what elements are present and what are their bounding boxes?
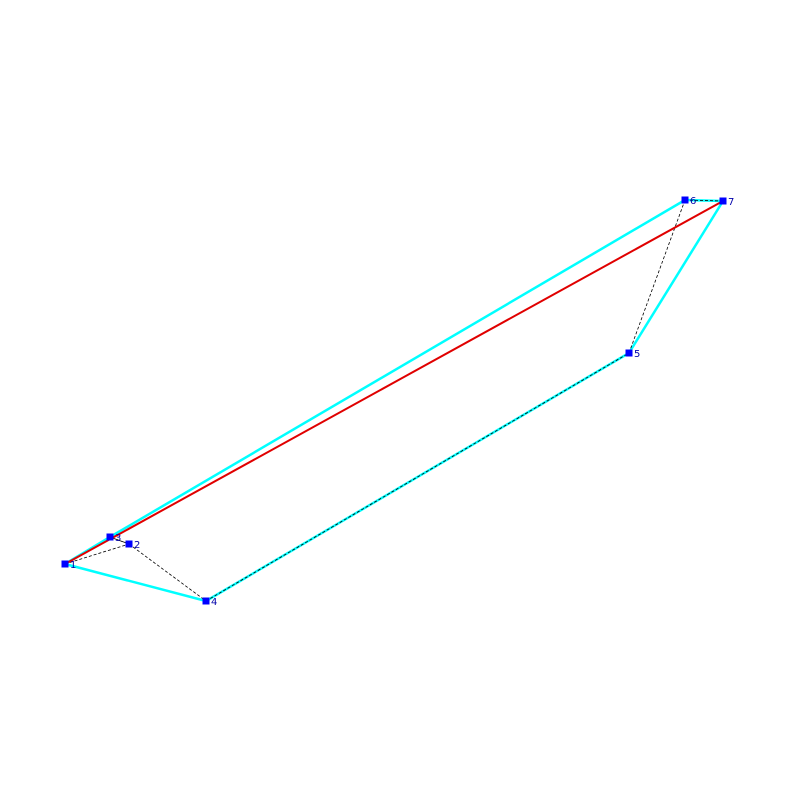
vertex-7 [719,197,727,205]
polygon-edges [64,199,724,602]
vertex-label-7: 7 [728,197,734,208]
vertex-labels: 1 2 3 4 5 6 7 [70,196,734,608]
vertex-1 [61,560,69,568]
diameter-edge [64,200,724,565]
vertex-6 [681,196,689,204]
vertex-label-1: 1 [70,560,76,571]
diameter-line [64,200,724,565]
hull-edge-5-7 [627,200,725,354]
vertex-3 [106,533,114,541]
vertex-2 [125,540,133,548]
polygon-edge-5-6 [628,199,686,354]
vertex-4 [202,597,210,605]
vertex-label-5: 5 [634,349,640,360]
vertex-label-2: 2 [134,540,140,551]
vertex-label-4: 4 [211,597,217,608]
polygon-edge-6-7 [684,199,724,202]
vertices [61,196,727,605]
polygon-edge-2-4 [128,543,207,602]
polygon-edge-4-5 [205,352,630,602]
vertex-5 [625,349,633,357]
polygon-edge-1-2 [64,543,130,565]
hull-edge-1-4 [64,562,207,603]
vertex-label-3: 3 [115,533,121,544]
vertex-label-6: 6 [690,196,696,207]
hull-edge-6-3 [109,198,686,539]
